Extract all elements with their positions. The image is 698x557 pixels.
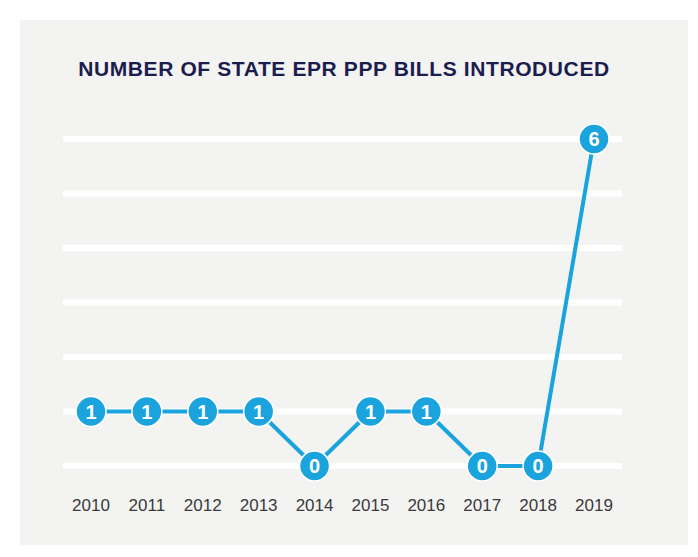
grid-line [63, 191, 622, 197]
data-marker [244, 397, 274, 427]
data-label: 0 [477, 455, 488, 477]
data-label: 1 [365, 401, 376, 423]
x-tick-label: 2016 [407, 496, 445, 515]
data-marker [355, 397, 385, 427]
data-label: 1 [253, 401, 264, 423]
data-label: 1 [141, 401, 152, 423]
grid [63, 139, 622, 466]
data-marker [411, 397, 441, 427]
grid-line [63, 245, 622, 251]
data-label: 1 [421, 401, 432, 423]
x-tick-label: 2014 [296, 496, 334, 515]
data-line [91, 139, 594, 466]
chart-svg: NUMBER OF STATE EPR PPP BILLS INTRODUCED… [0, 0, 698, 557]
x-tick-label: 2018 [519, 496, 557, 515]
x-tick-label: 2012 [184, 496, 222, 515]
chart-container: NUMBER OF STATE EPR PPP BILLS INTRODUCED… [0, 0, 698, 557]
x-tick-label: 2010 [72, 496, 110, 515]
x-tick-label: 2011 [129, 496, 166, 515]
x-tick-label: 2013 [240, 496, 278, 515]
data-marker [132, 397, 162, 427]
x-tick-label: 2017 [463, 496, 501, 515]
data-marker [523, 451, 553, 481]
data-marker [76, 397, 106, 427]
data-label: 6 [588, 128, 599, 150]
data-label: 1 [197, 401, 208, 423]
x-tick-label: 2015 [352, 496, 390, 515]
chart-title: NUMBER OF STATE EPR PPP BILLS INTRODUCED [78, 57, 610, 80]
grid-line [63, 354, 622, 360]
data-marker [579, 124, 609, 154]
grid-line [63, 136, 622, 142]
data-marker [188, 397, 218, 427]
data-group [76, 124, 609, 481]
data-label: 0 [533, 455, 544, 477]
data-label: 1 [85, 401, 96, 423]
data-marker [300, 451, 330, 481]
data-label: 0 [309, 455, 320, 477]
panel-background [20, 20, 688, 545]
data-marker [467, 451, 497, 481]
x-tick-label: 2019 [575, 496, 613, 515]
grid-line [63, 300, 622, 306]
